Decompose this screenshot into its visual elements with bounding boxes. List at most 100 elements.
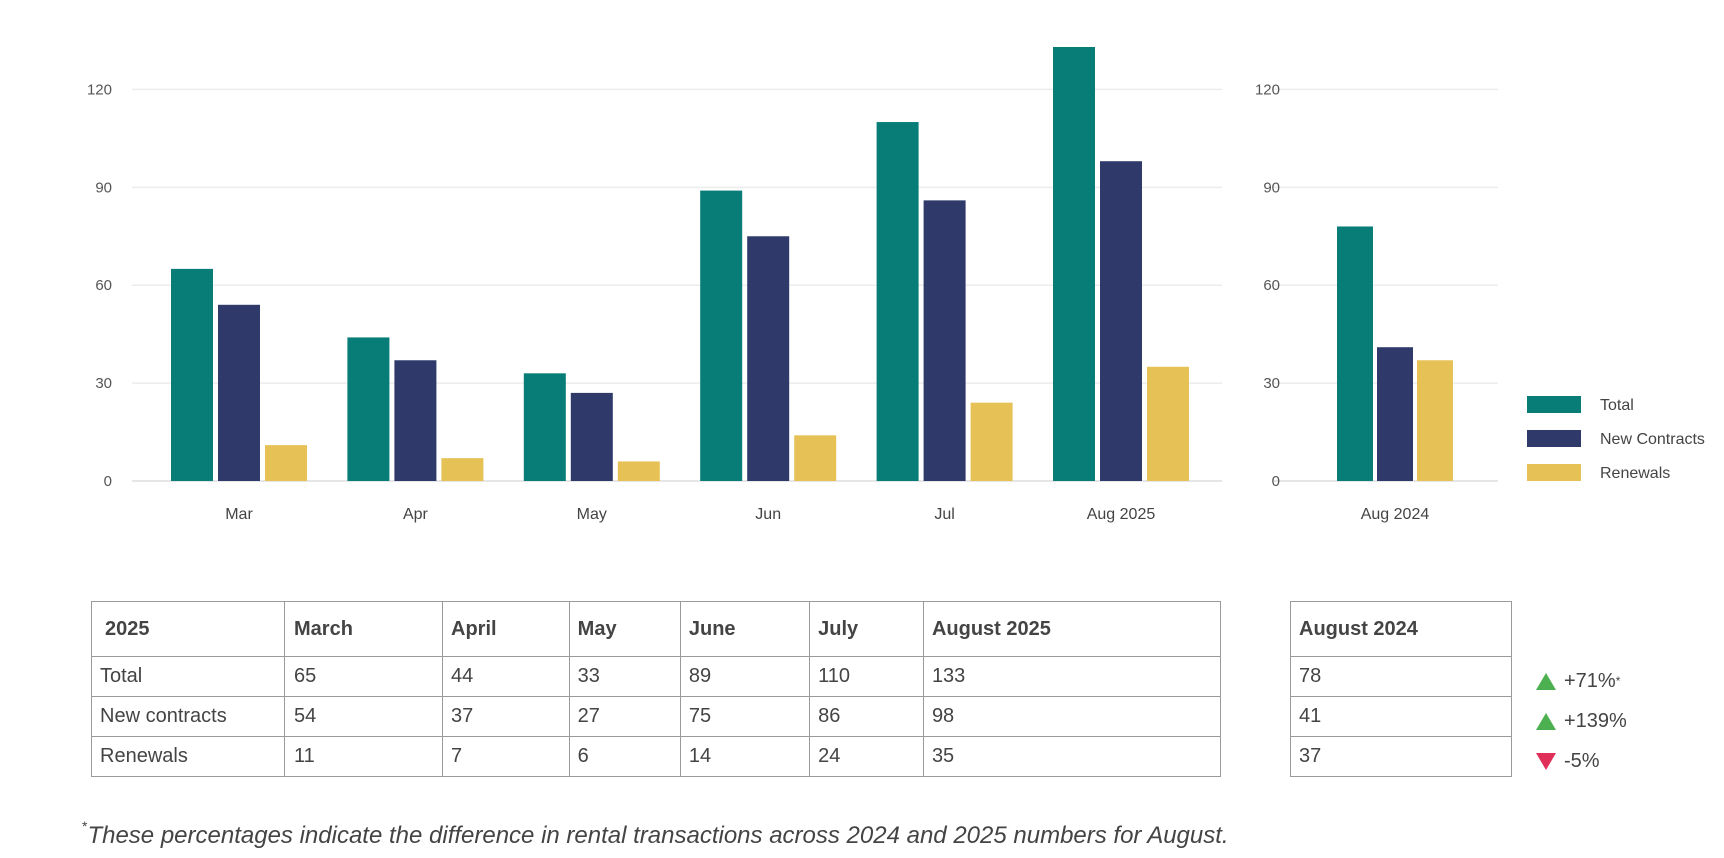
bar-new-contracts bbox=[570, 392, 613, 481]
table-header-cell: March bbox=[284, 601, 443, 657]
table-header-row: 2025 March April May June July August 20… bbox=[91, 601, 1222, 657]
y-tick-label: 90 bbox=[1263, 179, 1280, 196]
change-value: -5% bbox=[1564, 749, 1600, 772]
y-tick-label: 30 bbox=[95, 375, 112, 392]
table-header-cell: June bbox=[679, 601, 811, 657]
change-value: +139% bbox=[1564, 709, 1627, 732]
table-cell: 44 bbox=[442, 656, 570, 697]
bar-total bbox=[171, 268, 213, 481]
table-cell: 7 bbox=[442, 736, 570, 777]
legend-label: Total bbox=[1600, 397, 1634, 414]
table-cell: 89 bbox=[679, 656, 811, 697]
legend-swatch bbox=[1527, 464, 1581, 481]
x-tick-label: Mar bbox=[225, 506, 253, 523]
legend-swatch bbox=[1527, 430, 1581, 447]
data-table-2025: 2025 March April May June July August 20… bbox=[91, 601, 1222, 777]
bar-total bbox=[1053, 47, 1095, 481]
bar-new-contracts bbox=[1377, 347, 1413, 481]
change-total: +71% * bbox=[1536, 661, 1716, 701]
table-cell: 133 bbox=[922, 656, 1222, 697]
table-cell: 75 bbox=[679, 696, 811, 737]
y-tick-label: 90 bbox=[95, 179, 112, 196]
bar-new-contracts bbox=[747, 236, 790, 481]
table-cell: 98 bbox=[922, 696, 1222, 737]
table-header-cell: July bbox=[809, 601, 924, 657]
bar-total bbox=[1337, 226, 1373, 481]
bar-renewals bbox=[1147, 366, 1189, 481]
bar-total bbox=[347, 337, 390, 481]
change-new-contracts: +139% bbox=[1536, 701, 1716, 741]
table-cell: 110 bbox=[809, 656, 924, 697]
table-row: Renewals 11 7 6 14 24 35 bbox=[91, 736, 1222, 777]
bar-renewals bbox=[1417, 360, 1453, 481]
y-tick-label: 60 bbox=[95, 277, 112, 294]
table-cell: 78 bbox=[1290, 656, 1512, 697]
table-cell: 6 bbox=[568, 736, 681, 777]
x-tick-label: May bbox=[577, 506, 607, 523]
triangle-up-icon bbox=[1536, 712, 1556, 730]
triangle-down-icon bbox=[1536, 752, 1556, 770]
footnote-mark: * bbox=[82, 818, 88, 834]
bar-new-contracts bbox=[394, 360, 437, 481]
y-tick-label: 0 bbox=[1272, 473, 1280, 490]
table-cell: 86 bbox=[809, 696, 924, 737]
table-header-cell: 2025 bbox=[91, 601, 285, 657]
table-cell: 54 bbox=[284, 696, 443, 737]
bar-new-contracts bbox=[1100, 161, 1142, 482]
bar-chart: 0 30 60 90 120 Mar Apr May Jun Jul Aug 2025 0 30 60 90… bbox=[87, 47, 1705, 523]
bar-renewals bbox=[441, 458, 484, 481]
table-row: Total 65 44 33 89 110 133 bbox=[91, 656, 1222, 697]
table-header-cell: May bbox=[568, 601, 681, 657]
bar-renewals bbox=[794, 435, 837, 481]
bar-renewals bbox=[265, 445, 307, 481]
bar-renewals bbox=[617, 461, 660, 481]
table-cell: 11 bbox=[284, 736, 443, 777]
table-cell: 65 bbox=[284, 656, 443, 697]
change-value: +71% bbox=[1564, 669, 1616, 692]
table-cell: 27 bbox=[568, 696, 681, 737]
table-cell: 33 bbox=[568, 656, 681, 697]
table-cell: 35 bbox=[922, 736, 1222, 777]
table-cell: 37 bbox=[442, 696, 570, 737]
y-tick-label: 120 bbox=[1255, 81, 1280, 98]
table-row: 78 bbox=[1290, 656, 1512, 697]
table-row: 41 bbox=[1290, 696, 1512, 737]
legend-label: New Contracts bbox=[1600, 431, 1705, 448]
bar-new-contracts bbox=[218, 304, 260, 481]
legend-label: Renewals bbox=[1600, 465, 1670, 482]
footnote-text: These percentages indicate the differenc… bbox=[87, 822, 1229, 849]
bar-new-contracts bbox=[923, 200, 966, 482]
table-cell: New contracts bbox=[91, 696, 285, 737]
x-tick-label: Aug 2025 bbox=[1087, 506, 1156, 523]
legend-swatch bbox=[1527, 396, 1581, 413]
bar-total bbox=[700, 190, 743, 481]
y-tick-label: 60 bbox=[1263, 277, 1280, 294]
x-tick-label: Aug 2024 bbox=[1361, 506, 1430, 523]
footnote: *These percentages indicate the differen… bbox=[82, 818, 1229, 850]
table-row: 37 bbox=[1290, 736, 1512, 777]
data-table-august-2024: August 2024 78 41 37 bbox=[1290, 601, 1512, 777]
table-cell: 14 bbox=[679, 736, 811, 777]
asterisk-mark: * bbox=[1615, 674, 1621, 688]
bar-total bbox=[523, 373, 566, 481]
change-indicators: +71% * +139% -5% bbox=[1536, 661, 1716, 781]
table-cell: 24 bbox=[809, 736, 924, 777]
table-row: New contracts 54 37 27 75 86 98 bbox=[91, 696, 1222, 737]
table-cell: 37 bbox=[1290, 736, 1512, 777]
triangle-up-icon bbox=[1536, 672, 1556, 690]
y-tick-label: 120 bbox=[87, 81, 112, 98]
table-cell: 41 bbox=[1290, 696, 1512, 737]
y-tick-label: 30 bbox=[1263, 375, 1280, 392]
table-cell: Total bbox=[91, 656, 285, 697]
change-renewals: -5% bbox=[1536, 741, 1716, 781]
bar-renewals bbox=[970, 402, 1013, 481]
bar-total bbox=[876, 122, 919, 481]
x-tick-label: Jun bbox=[755, 506, 781, 523]
table-header-cell: April bbox=[442, 601, 570, 657]
table-header-cell: August 2025 bbox=[922, 601, 1222, 657]
table-cell: Renewals bbox=[91, 736, 285, 777]
x-tick-label: Jul bbox=[934, 506, 954, 523]
x-tick-label: Apr bbox=[403, 506, 429, 523]
y-tick-label: 0 bbox=[104, 473, 112, 490]
table-header-cell: August 2024 bbox=[1290, 601, 1512, 657]
